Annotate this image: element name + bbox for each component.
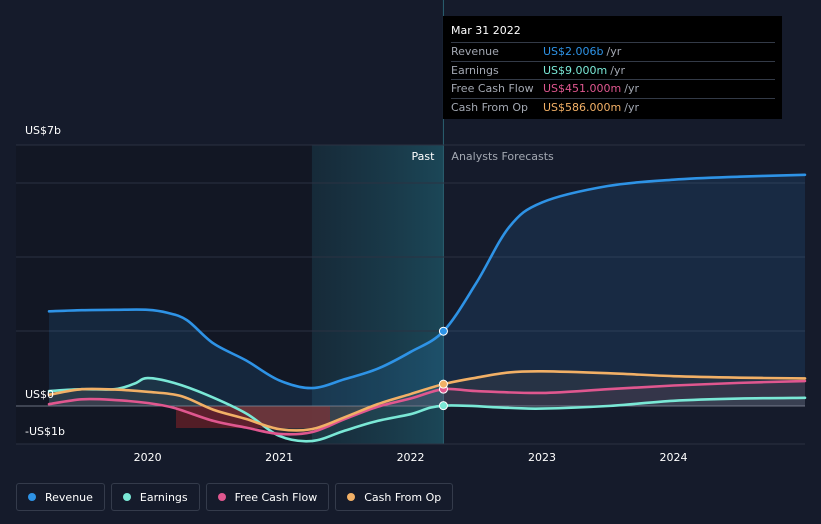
tooltip-label: Cash From Op [451, 100, 529, 114]
series-lines [47, 173, 807, 443]
legend-label: Earnings [139, 490, 188, 504]
x-tick-label: 2021 [265, 451, 293, 464]
line-cash-from-op [47, 369, 807, 432]
tooltip-value: US$9.000m [543, 63, 608, 77]
tooltip-date: Mar 31 2022 [451, 24, 521, 37]
y-tick-label: US$0 [25, 388, 54, 401]
axis-ticks: US$7b US$0 -US$1b 2020 2021 2022 2023 2024 [25, 124, 688, 464]
tooltip-unit: /yr [610, 63, 625, 77]
tooltip-row-free-cash-flow: Free Cash Flow US$451.000m /yr [451, 79, 775, 98]
marker-revenue [438, 326, 448, 336]
tooltip-value: US$586.000m [543, 100, 622, 114]
past-label: Past [411, 150, 435, 163]
tooltip-label: Revenue [451, 45, 499, 58]
tooltip-row-earnings: Earnings US$9.000m /yr [451, 60, 775, 80]
tooltip-unit: /yr [606, 45, 622, 58]
x-tick-label: 2024 [660, 451, 688, 464]
legend-item-free-cash-flow[interactable]: Free Cash Flow [205, 483, 330, 511]
data-tooltip: Mar 31 2022 Revenue US$2.006b /yr Earnin… [443, 16, 782, 119]
legend-dot-icon [217, 493, 226, 501]
chart-shading [16, 0, 444, 444]
line-earnings [47, 376, 807, 443]
x-tick-label: 2023 [528, 451, 556, 464]
x-tick-label: 2020 [134, 451, 162, 464]
line-revenue [47, 173, 807, 390]
tooltip-value: US$2.006b [543, 45, 604, 58]
legend-dot-icon [122, 493, 131, 501]
marker-earnings [438, 401, 448, 411]
financial-chart: US$7b US$0 -US$1b 2020 2021 2022 2023 2024 Past… [16, 0, 807, 464]
legend-dot-icon [347, 493, 356, 501]
y-tick-label: -US$1b [25, 425, 65, 438]
tooltip-row-cash-from-op: Cash From Op US$586.000m /yr [451, 97, 775, 117]
legend-label: Revenue [45, 490, 93, 504]
chart-grid [16, 144, 805, 445]
tooltip-label: Earnings [451, 63, 499, 77]
legend-item-revenue[interactable]: Revenue [16, 483, 105, 511]
tooltip-unit: /yr [624, 100, 639, 114]
legend-item-earnings[interactable]: Earnings [110, 483, 200, 511]
tooltip-unit: /yr [624, 82, 639, 95]
legend-dot-icon [28, 493, 36, 501]
current-markers [438, 326, 448, 411]
tooltip-value: US$451.000m [543, 82, 622, 95]
line-free-cash-flow [47, 379, 807, 436]
y-tick-label: US$7b [25, 124, 61, 137]
tooltip-label: Free Cash Flow [451, 82, 534, 95]
area-free-cash-flow [49, 381, 805, 435]
legend-label: Cash From Op [364, 490, 442, 504]
x-tick-label: 2022 [397, 451, 425, 464]
area-revenue [49, 174, 805, 406]
marker-cash-from-op [438, 379, 448, 389]
tooltip-row-revenue: Revenue US$2.006b /yr [451, 42, 775, 61]
forecast-label: Analysts Forecasts [451, 150, 554, 163]
legend-item-cash-from-op[interactable]: Cash From Op [335, 483, 454, 511]
legend-label: Free Cash Flow [234, 490, 318, 504]
chart-legend: Revenue Earnings Free Cash Flow Cash Fro… [16, 483, 454, 511]
